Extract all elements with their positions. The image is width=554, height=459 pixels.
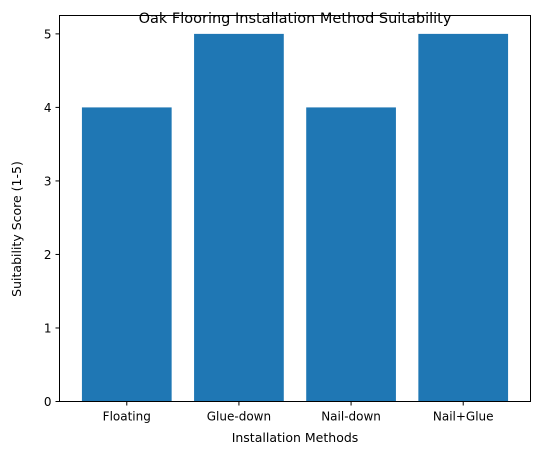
bar-nail-down [306,107,396,402]
x-tick-label: Nail+Glue [433,410,494,424]
y-tick-label: 0 [44,395,52,409]
x-axis-label: Installation Methods [232,430,359,445]
y-tick-label: 4 [44,101,52,115]
bars-group [81,33,509,402]
plot-frame [59,15,531,402]
y-axis-label: Suitability Score (1-5) [9,161,24,297]
y-tick-label: 1 [44,321,52,335]
y-axis: 0 1 2 3 4 5 [44,27,60,409]
x-axis: Floating Glue-down Nail-down Nail+Glue [103,401,494,424]
bar-nail-glue [418,33,509,402]
chart-title: Oak Flooring Installation Method Suitabi… [139,11,452,27]
x-tick-label: Floating [103,410,151,424]
x-tick-label: Nail-down [321,410,381,424]
x-tick-label: Glue-down [207,410,271,424]
y-tick-label: 2 [44,248,52,262]
y-tick-label: 5 [44,27,52,41]
bar-glue-down [194,33,284,402]
y-tick-label: 3 [44,174,52,188]
bar-floating [81,107,172,402]
